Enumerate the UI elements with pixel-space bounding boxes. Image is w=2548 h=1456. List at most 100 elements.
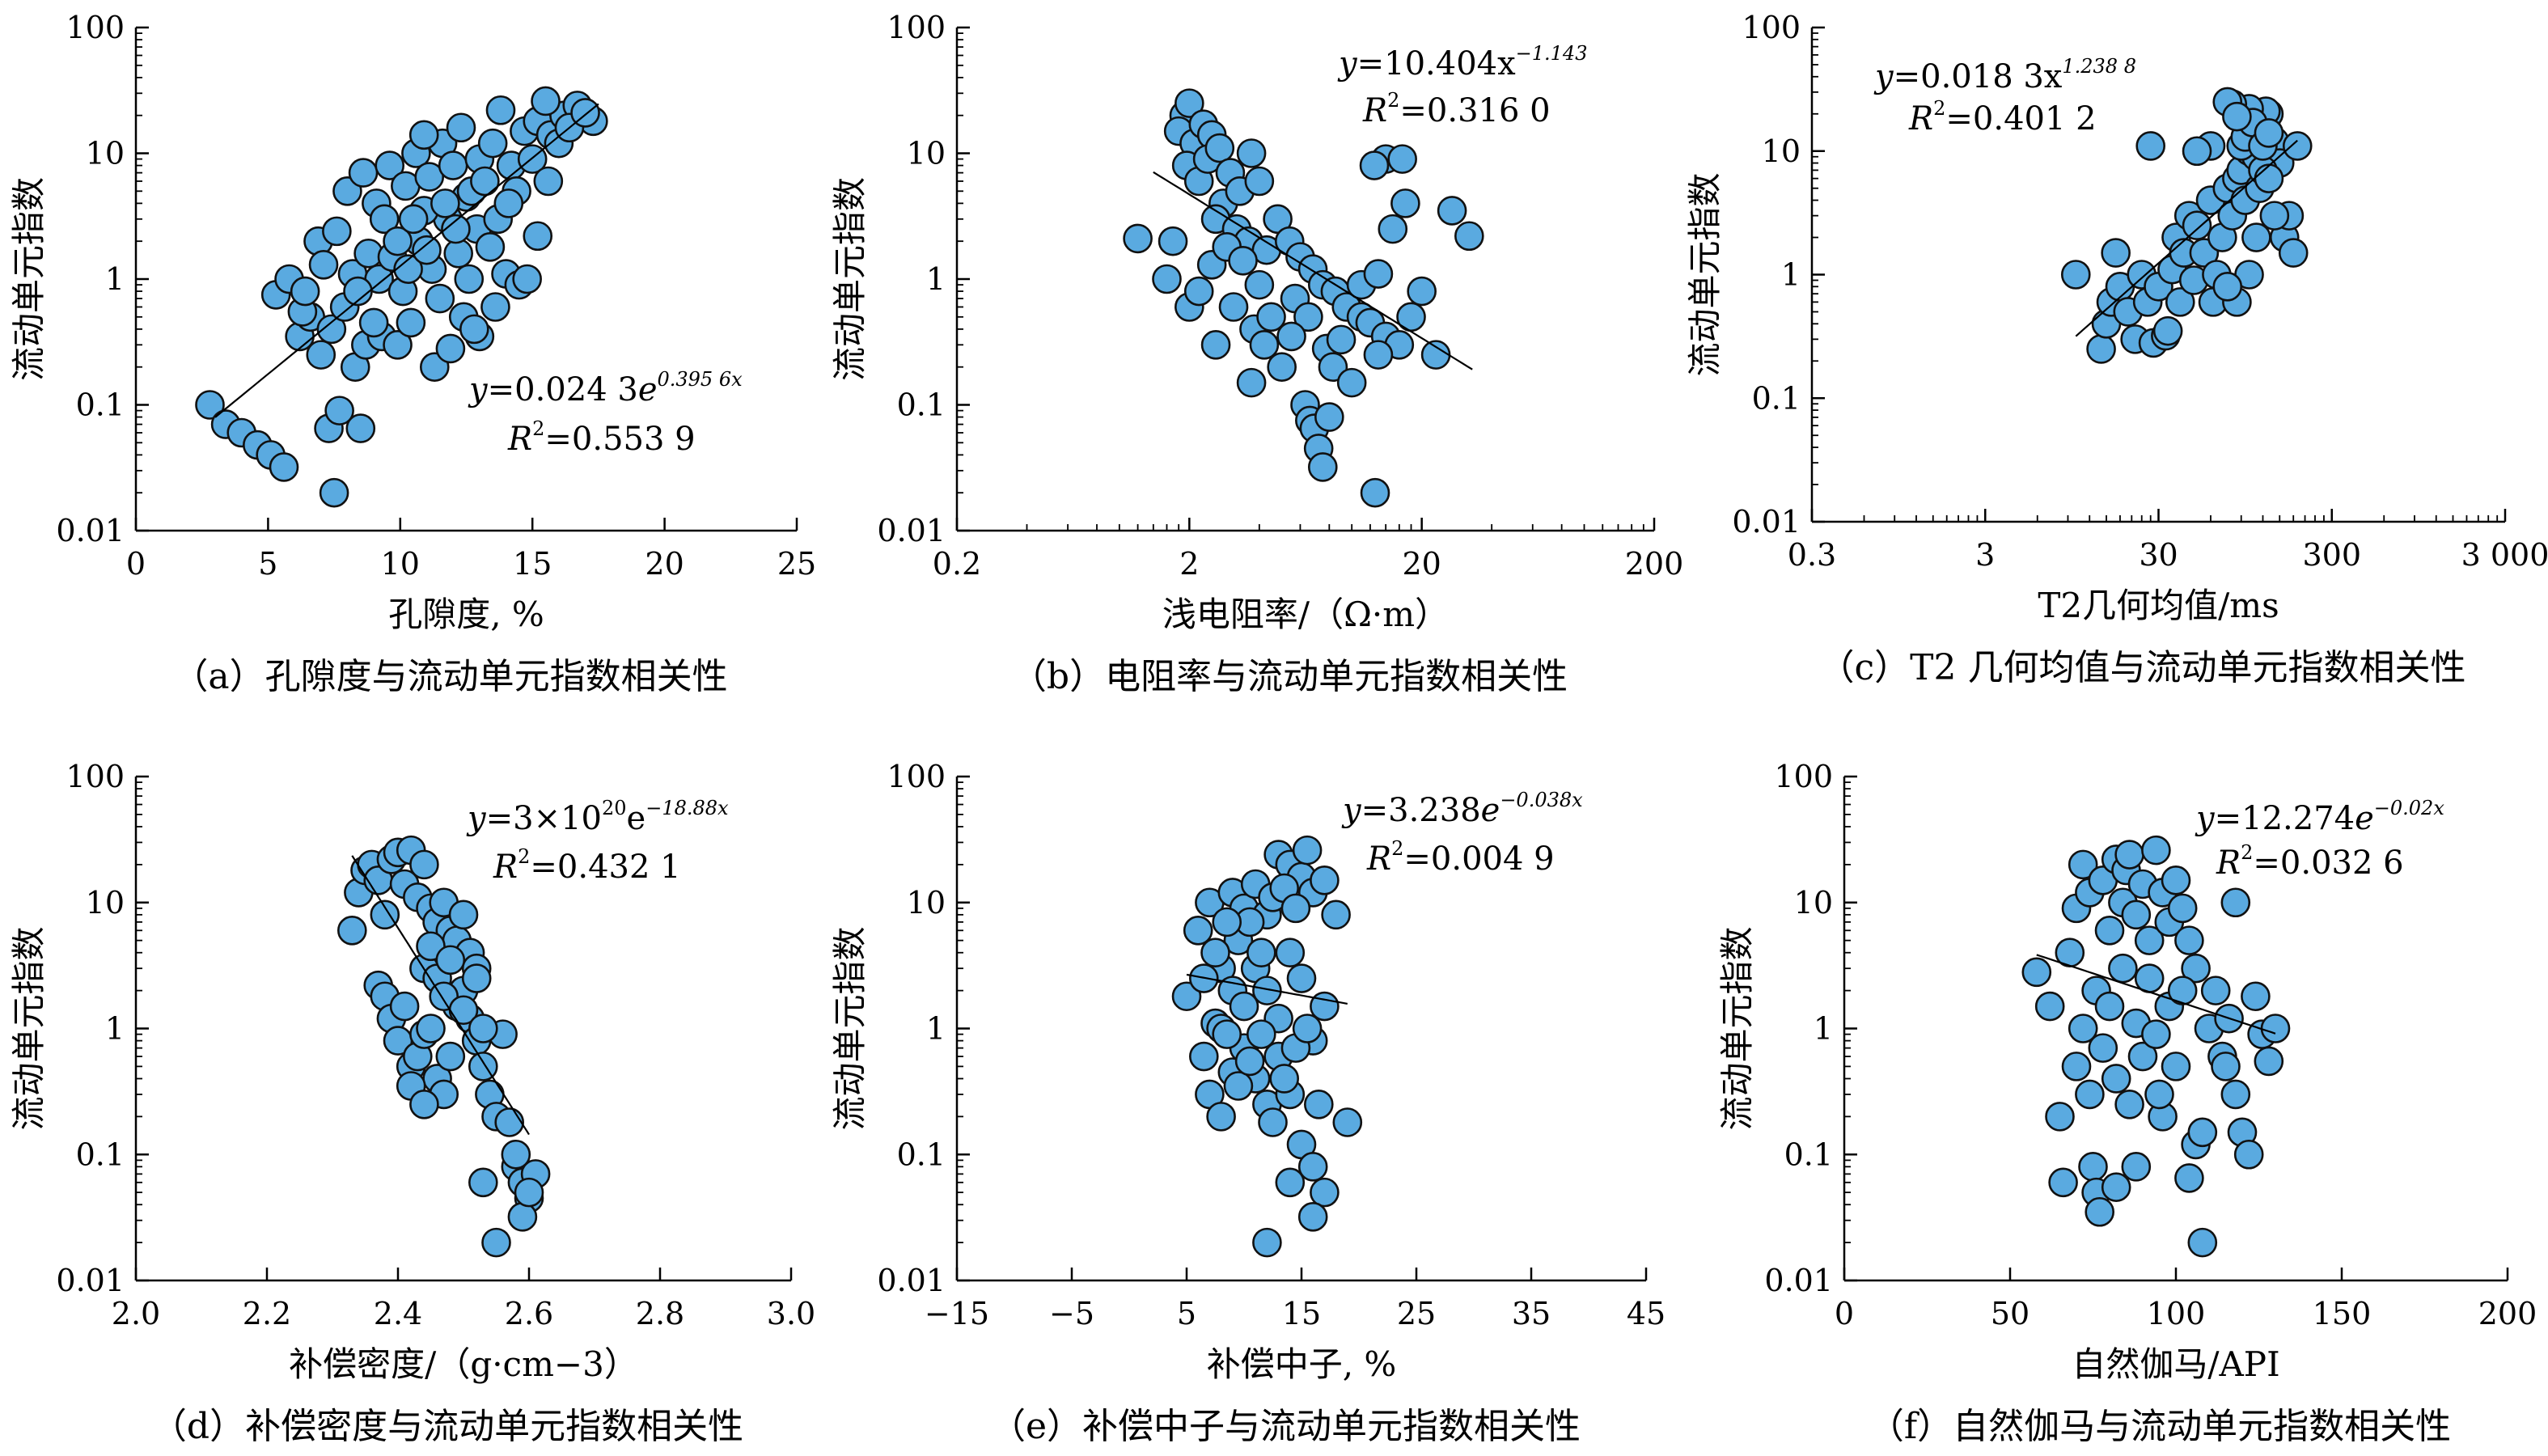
scatter-point [1183,276,1214,307]
scatter-point [1304,1089,1334,1120]
r-squared: R2=0.432 1 [493,845,681,886]
x-tick-label: 35 [1512,1296,1551,1331]
scatter-point [1387,144,1417,174]
scatter-point [2101,1064,2131,1094]
y-axis-label: 流动单元指数 [9,177,49,381]
scatter-point [2144,1079,2174,1110]
scatter-point [1297,1152,1328,1182]
scatter-point [2085,1196,2114,1227]
x-tick-label: 2 [1179,546,1199,582]
scatter-point [1171,981,1202,1012]
scatter-point [494,1107,525,1137]
y-tick-label: 10 [86,136,125,171]
scatter-point [348,158,379,188]
scatter-point [1223,1071,1254,1101]
scatter-point [533,166,564,197]
scatter-point [2220,1079,2251,1110]
scatter-point [1183,916,1213,946]
scatter-point [514,1177,544,1208]
scatter-point [269,452,299,482]
scatter-point [2141,1019,2171,1049]
scatter-point [461,963,492,993]
fit-equation: y=12.274e−0.02x [2195,797,2444,837]
x-tick-label: 3 [1975,537,1995,573]
scatter-point [2108,953,2138,984]
scatter-point [1363,340,1394,370]
scatter-point [1269,1064,1299,1094]
scatter-point [2078,1152,2108,1182]
x-tick-label: 100 [2147,1296,2206,1331]
fit-line [1153,171,1473,370]
scatter-point [2101,238,2131,268]
x-tick-label: −5 [1049,1296,1094,1331]
scatter-point [1275,938,1306,968]
scatter-point [2165,287,2195,317]
scatter-point [2086,334,2116,364]
y-tick-label: 10 [86,885,125,921]
y-tick-label: 0.1 [76,387,125,423]
x-axis-label: 补偿密度/（g·cm−3） [289,1344,638,1384]
scatter-point [2134,925,2165,955]
y-axis-label: 流动单元指数 [830,926,870,1130]
scatter-point [1454,221,1484,252]
fit-line [2036,954,2276,1035]
y-tick-label: 100 [66,10,125,45]
x-tick-label: 200 [1625,546,1684,582]
scatter-point [389,991,420,1022]
x-tick-label: 0.2 [933,546,981,582]
scatter-point [2181,953,2211,984]
x-tick-label: 3.0 [767,1296,815,1331]
scatter-point [2241,222,2271,252]
scatter-point [408,120,439,150]
scatter-point [448,899,479,930]
x-tick-label: 2.6 [505,1296,553,1331]
scatter-point [416,1014,446,1043]
scatter-point [409,849,439,880]
scatter-point [2182,210,2212,241]
scatter-point [425,283,455,314]
scatter-point [1244,269,1275,300]
y-axis-label: 流动单元指数 [830,177,870,381]
scatter-point [501,1139,531,1170]
scatter-point [1234,1046,1265,1077]
scatter-point [454,264,485,294]
scatter-point [2187,1227,2218,1258]
scatter-point [2174,1163,2204,1193]
scatter-point [1314,402,1344,432]
x-tick-label: 3 000 [2461,537,2548,573]
scatter-point [1252,1227,1282,1258]
scatter-point [2174,925,2204,955]
scatter-point [2135,131,2165,161]
scatter-point [1212,1019,1242,1049]
scatter-point [480,292,510,322]
scatter-point [1246,1019,1276,1049]
scatter-point [2233,1139,2264,1170]
scatter-point [2200,976,2231,1005]
x-tick-label: 10 [381,546,420,582]
x-tick-label: 2.4 [374,1296,422,1331]
scatter-point [1292,835,1323,866]
scatter-point [2211,1052,2241,1081]
r-squared: R2=0.553 9 [507,417,696,458]
y-tick-label: 0.1 [897,387,946,423]
scatter-point [435,945,466,976]
y-tick-label: 1 [926,1011,946,1047]
r-squared: R2=0.316 0 [1362,89,1551,129]
scatter-point [2278,238,2309,268]
scatter-point [1318,352,1348,382]
scatter-point [1158,226,1188,256]
scatter-point [1293,302,1323,332]
x-tick-label: 30 [2139,537,2178,573]
scatter-point [370,899,400,930]
scatter-point [316,314,347,345]
scatter-point [1359,150,1390,180]
scatter-point [1276,321,1306,352]
scatter-point [477,128,508,159]
scatter-point [308,249,339,280]
scatter-point [1206,1102,1236,1132]
panel-2: 0.01 0.1 1 10 100 0.3 3 30 300 3 000 T2几何均值/ms 流动单元… [1685,10,2548,688]
scatter-point [1258,1107,1288,1137]
y-tick-label: 10 [907,885,946,921]
x-axis-label: 孔隙度, % [388,595,544,634]
x-tick-label: 5 [258,546,277,582]
